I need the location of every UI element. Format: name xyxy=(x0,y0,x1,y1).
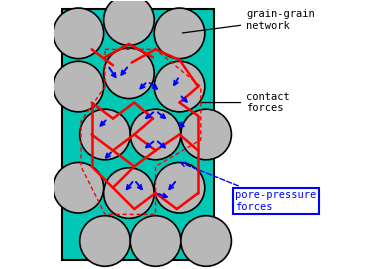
Circle shape xyxy=(53,162,104,213)
Circle shape xyxy=(181,216,231,266)
Circle shape xyxy=(53,61,104,112)
Text: pore-pressure
forces: pore-pressure forces xyxy=(181,162,316,212)
Bar xyxy=(62,9,214,260)
Circle shape xyxy=(104,48,154,98)
Circle shape xyxy=(154,8,205,59)
Circle shape xyxy=(154,61,205,112)
Circle shape xyxy=(104,168,154,218)
Circle shape xyxy=(130,216,181,266)
Circle shape xyxy=(80,109,130,160)
Circle shape xyxy=(154,162,205,213)
Circle shape xyxy=(80,216,130,266)
Circle shape xyxy=(104,0,154,45)
Circle shape xyxy=(130,109,181,160)
Circle shape xyxy=(53,8,104,59)
Circle shape xyxy=(181,109,231,160)
Text: grain-grain
network: grain-grain network xyxy=(182,9,315,33)
Text: contact
forces: contact forces xyxy=(201,92,290,113)
